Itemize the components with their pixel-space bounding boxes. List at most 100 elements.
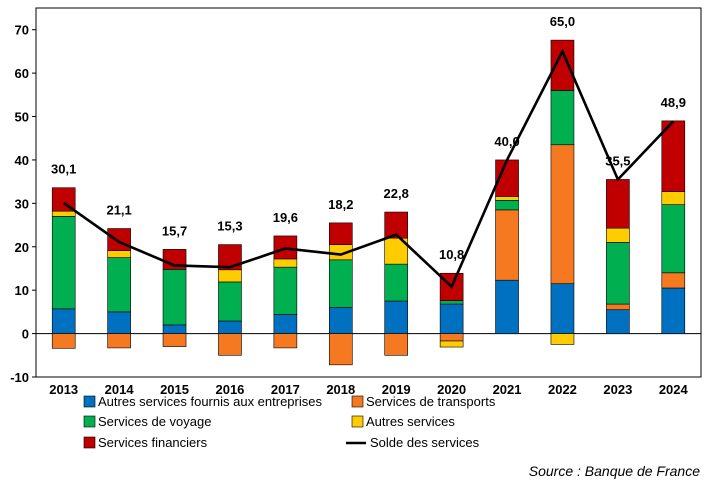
- legend-swatch: [83, 436, 96, 449]
- line-data-label: 65,0: [550, 14, 575, 29]
- bar-segment-2: [550, 144, 575, 284]
- x-tick-label: 2017: [271, 382, 300, 397]
- bar-segment-1: [495, 279, 519, 334]
- x-tick-label: 2019: [382, 382, 411, 397]
- bar-segment-4: [606, 227, 630, 243]
- legend-swatch: [83, 415, 96, 428]
- bar-segment-1: [162, 324, 187, 334]
- bar-segment-3: [51, 216, 76, 310]
- source-note: Source : Banque de France: [529, 463, 700, 479]
- line-data-label: 30,1: [51, 162, 76, 177]
- legend-label: Solde des services: [370, 435, 480, 450]
- bar-segment-1: [218, 320, 242, 334]
- x-tick-label: 2015: [160, 382, 189, 397]
- bar-segment-1: [661, 287, 686, 334]
- y-tick-label: 30: [15, 196, 29, 211]
- x-tick-label: 2014: [105, 382, 135, 397]
- bar-segment-4: [107, 250, 131, 258]
- legend-label: Services de transports: [366, 394, 496, 409]
- line-data-label: 15,7: [162, 223, 187, 238]
- bar-segment-1: [439, 303, 464, 334]
- plot-area: [35, 7, 702, 378]
- y-tick-label: 20: [15, 240, 29, 255]
- bar-segment-5: [51, 187, 76, 212]
- legend-label: Services de voyage: [98, 414, 211, 429]
- bar-segment-4: [273, 258, 298, 268]
- y-tick-label: 0: [22, 327, 29, 342]
- bar-segment-5: [606, 179, 630, 229]
- line-data-label: 21,1: [106, 203, 131, 218]
- bar-segment-2: [162, 333, 187, 347]
- y-tick-label: -10: [10, 370, 29, 385]
- bar-segment-1: [328, 307, 353, 334]
- bar-segment-2: [107, 333, 131, 349]
- line-data-label: 15,3: [217, 219, 242, 234]
- legend-label: Autres services: [366, 414, 455, 429]
- legend-swatch: [83, 395, 96, 408]
- bar-segment-1: [550, 283, 575, 334]
- bar-segment-3: [384, 263, 409, 302]
- y-tick-label: 70: [15, 23, 29, 38]
- bar-segment-1: [107, 311, 131, 334]
- bar-segment-3: [439, 300, 464, 305]
- bar-segment-4: [51, 210, 76, 217]
- bar-segment-2: [384, 333, 409, 356]
- y-tick-label: 40: [15, 153, 29, 168]
- line-data-label: 18,2: [328, 197, 353, 212]
- y-tick-label: 50: [15, 110, 29, 125]
- line-data-label: 22,8: [384, 186, 409, 201]
- bar-segment-5: [328, 222, 353, 245]
- x-tick-label: 2013: [49, 382, 78, 397]
- x-tick-label: 2021: [493, 382, 522, 397]
- bar-segment-3: [328, 259, 353, 308]
- bar-segment-2: [218, 333, 242, 356]
- x-tick-label: 2016: [215, 382, 244, 397]
- bar-segment-5: [107, 228, 131, 251]
- y-tick-label: 10: [15, 283, 29, 298]
- bar-segment-3: [495, 200, 519, 211]
- solde-line: [62, 48, 675, 289]
- line-data-label: 19,6: [273, 210, 298, 225]
- bar-segment-1: [606, 309, 630, 334]
- bar-segment-3: [218, 281, 242, 322]
- bar-segment-4: [661, 191, 686, 205]
- bar-segment-4: [439, 340, 464, 348]
- x-tick-label: 2018: [326, 382, 355, 397]
- bar-segment-1: [273, 314, 298, 334]
- bar-segment-3: [661, 204, 686, 274]
- y-tick-label: 60: [15, 66, 29, 81]
- bar-segment-2: [495, 209, 519, 281]
- x-tick-label: 2023: [603, 382, 632, 397]
- line-data-label: 10,8: [439, 247, 464, 262]
- bar-segment-1: [384, 300, 409, 334]
- line-data-label: 35,5: [605, 153, 630, 168]
- bar-segment-3: [273, 266, 298, 315]
- bar-segment-2: [439, 333, 464, 342]
- line-data-label: 40,0: [494, 134, 519, 149]
- legend-label: Autres services fournis aux entreprises: [98, 394, 322, 409]
- bar-segment-2: [661, 272, 686, 289]
- bar-segment-5: [661, 120, 686, 192]
- bar-segment-2: [328, 333, 353, 366]
- bar-segment-4: [550, 333, 575, 345]
- bar-segment-3: [162, 269, 187, 326]
- bar-segment-2: [606, 303, 630, 311]
- legend-swatch: [351, 415, 364, 428]
- bar-segment-5: [550, 39, 575, 91]
- bar-segment-3: [606, 242, 630, 305]
- bar-segment-4: [218, 269, 242, 283]
- bar-segment-2: [51, 333, 76, 349]
- bar-segment-3: [550, 90, 575, 146]
- legend-label: Services financiers: [98, 435, 208, 450]
- x-tick-label: 2020: [437, 382, 466, 397]
- bar-segment-1: [51, 308, 76, 334]
- x-tick-label: 2022: [548, 382, 577, 397]
- bar-segment-4: [495, 196, 519, 201]
- line-data-label: 48,9: [661, 95, 686, 110]
- bar-segment-5: [218, 244, 242, 271]
- bar-segment-5: [384, 211, 409, 239]
- bar-segment-3: [107, 257, 131, 313]
- x-tick-label: 2024: [659, 382, 689, 397]
